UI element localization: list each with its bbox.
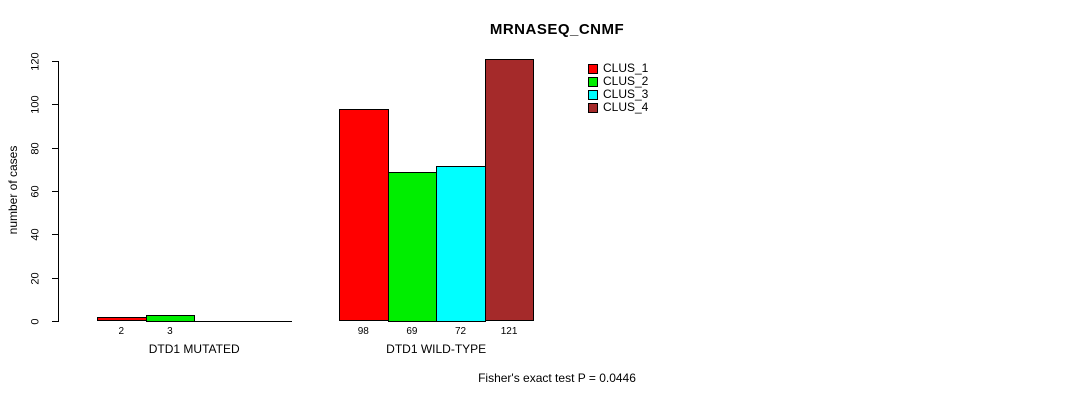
- legend-item: CLUS_4: [588, 101, 648, 114]
- legend-label: CLUS_2: [603, 74, 649, 88]
- y-tick: [52, 277, 58, 279]
- bar-value-label: 121: [500, 326, 518, 337]
- legend-color-swatch: [588, 89, 598, 100]
- bar: [484, 59, 535, 322]
- legend-item: CLUS_3: [588, 88, 648, 101]
- y-tick: [52, 234, 58, 236]
- y-axis-line: [58, 61, 59, 322]
- legend-color-swatch: [588, 63, 598, 74]
- y-tick: [52, 191, 58, 192]
- bar: [97, 317, 147, 322]
- y-tick-label: 100: [29, 95, 42, 115]
- bar: [387, 172, 438, 322]
- bar-value-label: 2: [118, 326, 125, 337]
- legend-color-swatch: [588, 76, 598, 87]
- legend-label: CLUS_4: [603, 100, 649, 114]
- y-tick: [52, 61, 58, 62]
- y-tick-label: 20: [29, 272, 42, 285]
- legend-label: CLUS_1: [603, 61, 649, 75]
- bar-value-label: 69: [406, 326, 418, 337]
- bar: [339, 109, 389, 322]
- y-tick-label: 80: [29, 142, 42, 155]
- y-tick-label: 120: [29, 52, 42, 71]
- y-tick-label: 0: [29, 318, 42, 325]
- group-label: DTD1 MUTATED: [148, 342, 240, 356]
- group-label: DTD1 WILD-TYPE: [386, 342, 487, 356]
- bar: [145, 315, 196, 322]
- legend: CLUS_1 CLUS_2 CLUS_3 CLUS_4: [588, 62, 648, 114]
- y-tick-label: 60: [29, 185, 42, 198]
- zero-height-bar: [242, 320, 293, 322]
- y-tick-label: 40: [29, 228, 42, 241]
- legend-item: CLUS_1: [588, 62, 648, 75]
- legend-item: CLUS_2: [588, 75, 648, 88]
- y-tick: [52, 321, 58, 322]
- y-axis-label: number of cases: [6, 145, 20, 235]
- y-tick: [52, 104, 58, 106]
- bar-value-label: 3: [167, 326, 173, 337]
- fisher-test-annotation: Fisher's exact test P = 0.0446: [478, 371, 636, 385]
- bar: [436, 165, 486, 322]
- legend-label: CLUS_3: [603, 87, 649, 101]
- bar-value-label: 72: [454, 326, 467, 337]
- chart-title: MRNASEQ_CNMF: [489, 21, 625, 38]
- bar-value-label: 98: [357, 326, 369, 337]
- zero-height-bar: [194, 320, 244, 322]
- y-tick: [52, 147, 58, 149]
- legend-color-swatch: [588, 102, 598, 113]
